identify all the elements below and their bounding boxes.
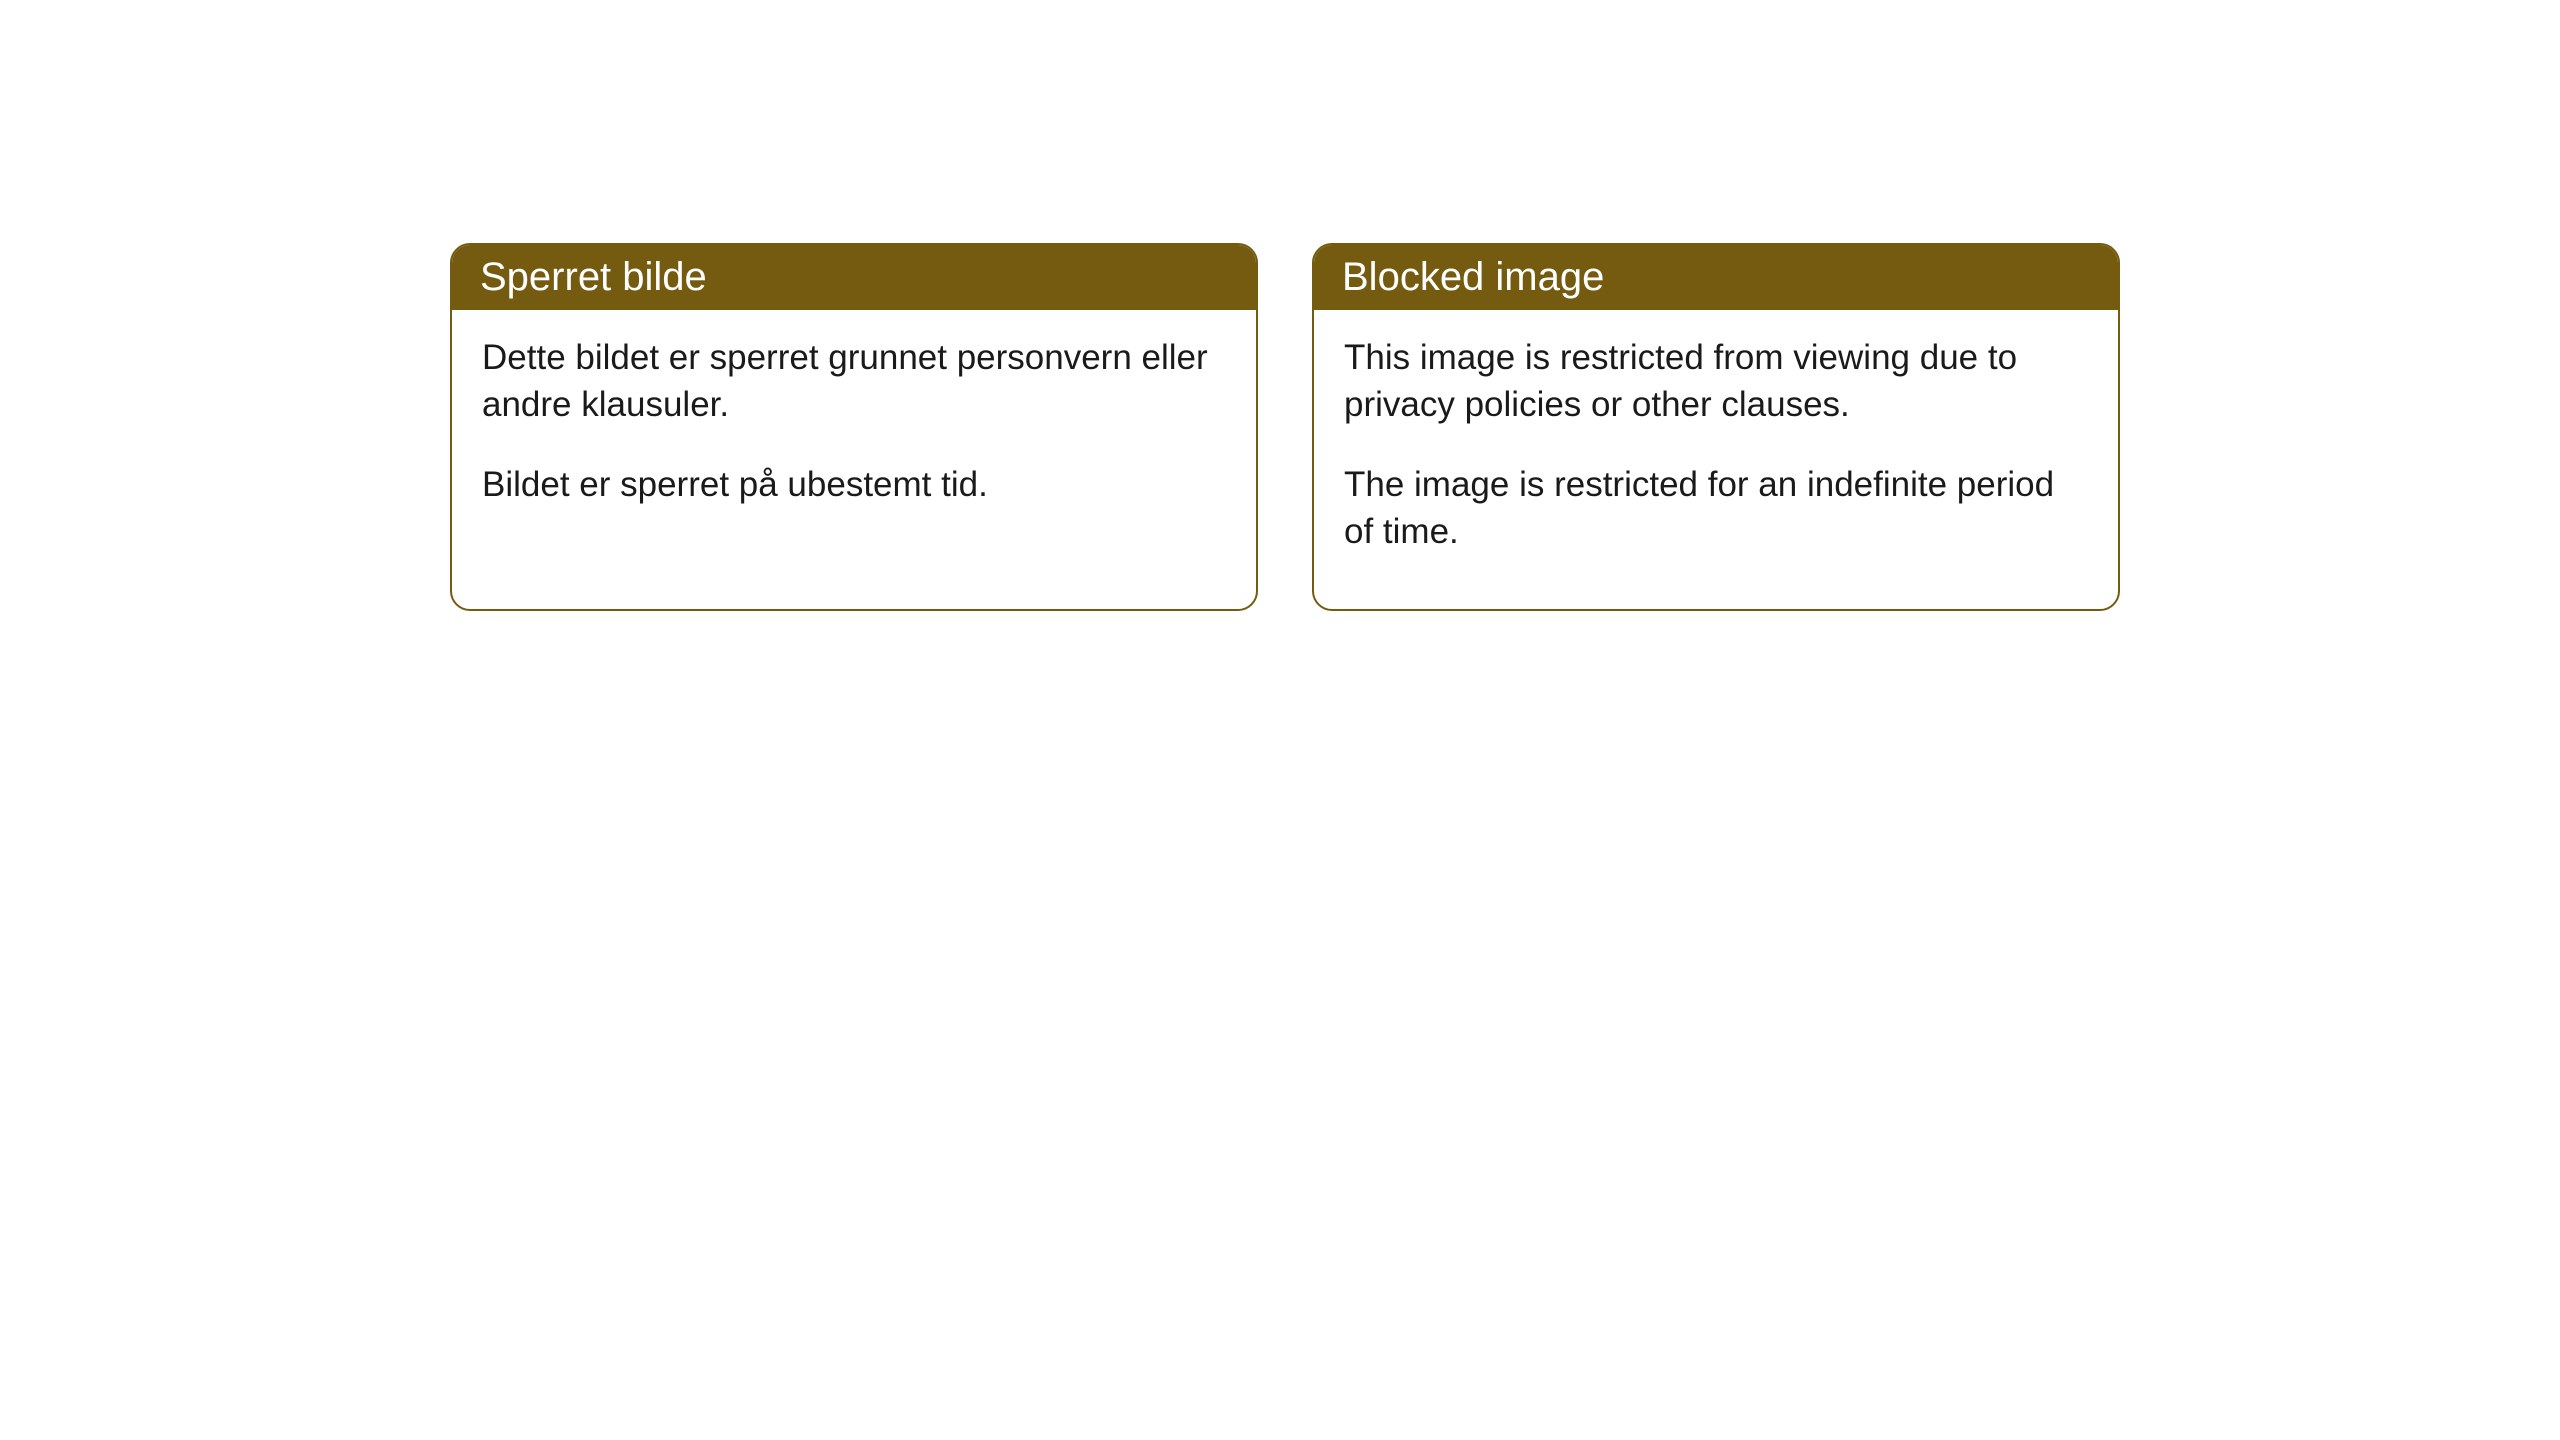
blocked-image-card-no: Sperret bilde Dette bildet er sperret gr… [450, 243, 1258, 611]
notice-text-no-2: Bildet er sperret på ubestemt tid. [482, 461, 1226, 508]
blocked-image-card-en: Blocked image This image is restricted f… [1312, 243, 2120, 611]
notice-cards-container: Sperret bilde Dette bildet er sperret gr… [450, 243, 2120, 611]
card-header-en: Blocked image [1314, 245, 2118, 310]
notice-text-no-1: Dette bildet er sperret grunnet personve… [482, 334, 1226, 429]
card-body-en: This image is restricted from viewing du… [1314, 310, 2118, 609]
notice-text-en-2: The image is restricted for an indefinit… [1344, 461, 2088, 556]
card-header-no: Sperret bilde [452, 245, 1256, 310]
notice-text-en-1: This image is restricted from viewing du… [1344, 334, 2088, 429]
card-body-no: Dette bildet er sperret grunnet personve… [452, 310, 1256, 562]
